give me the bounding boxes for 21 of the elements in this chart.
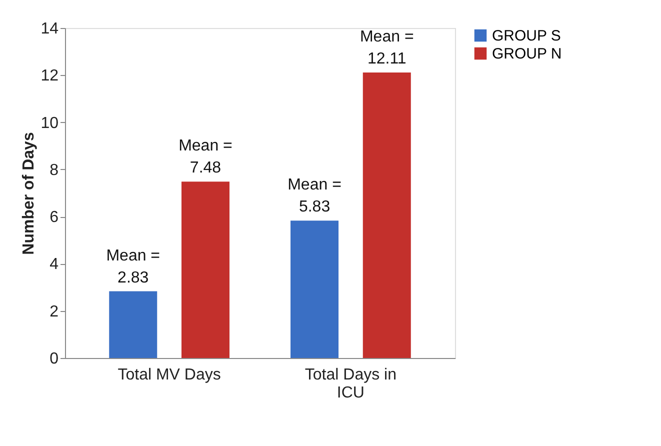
legend-label: GROUP N	[492, 46, 562, 62]
y-tick-label: 10	[40, 114, 59, 132]
legend-label: GROUP S	[492, 28, 561, 44]
data-label: Mean = 2.83	[106, 247, 160, 286]
y-tick-label: 4	[50, 256, 59, 274]
bar	[181, 182, 230, 358]
x-tick-label: Total MV Days	[118, 366, 221, 384]
y-tick-label: 6	[50, 209, 59, 226]
data-label: Mean = 5.83	[288, 176, 342, 216]
y-tick-label: 2	[50, 303, 59, 320]
data-label: Mean = 12.11	[360, 28, 414, 68]
y-tick-label: 12	[40, 68, 59, 85]
y-tick-label: 0	[50, 350, 59, 368]
bar	[362, 72, 411, 358]
x-tick-label: Total Days in ICU	[304, 366, 396, 402]
y-axis-title: Number of Days	[20, 132, 38, 255]
y-tick-label: 8	[50, 162, 59, 179]
bar	[290, 220, 339, 358]
y-tick-label: 14	[40, 20, 59, 38]
bar	[109, 291, 158, 358]
data-label: Mean = 7.48	[178, 138, 232, 177]
